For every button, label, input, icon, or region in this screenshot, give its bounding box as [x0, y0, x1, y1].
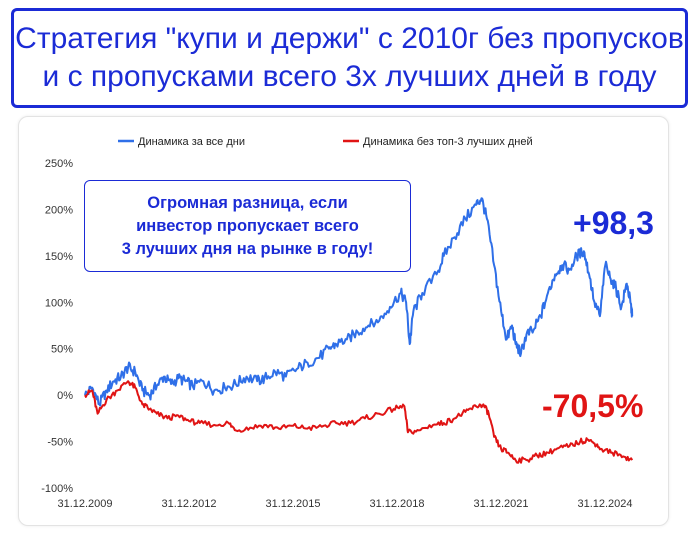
- x-tick-label: 31.12.2024: [577, 498, 632, 510]
- x-tick-label: 31.12.2012: [161, 498, 216, 510]
- legend-label: Динамика без топ-3 лучших дней: [363, 136, 533, 148]
- y-tick-label: -50%: [47, 437, 73, 449]
- series-line: [84, 197, 634, 407]
- annotation-line-1: Огромная разница, если: [147, 193, 348, 212]
- x-tick-label: 31.12.2015: [265, 498, 320, 510]
- legend-label: Динамика за все дни: [138, 136, 245, 148]
- x-tick-label: 31.12.2021: [473, 498, 528, 510]
- annotation-line-3: 3 лучших дня на рынке в году!: [121, 239, 374, 258]
- x-tick-label: 31.12.2009: [57, 498, 112, 510]
- y-tick-label: 250%: [45, 158, 73, 170]
- x-tick-label: 31.12.2018: [369, 498, 424, 510]
- y-tick-label: 150%: [45, 251, 73, 263]
- annotation-box: Огромная разница, если инвестор пропуска…: [84, 180, 411, 272]
- blue-final-label: +98,3: [573, 205, 654, 241]
- annotation-line-2: инвестор пропускает всего: [136, 216, 359, 235]
- title-box: Стратегия "купи и держи" с 2010г без про…: [11, 8, 688, 108]
- title-line-1: Стратегия "купи и держи" с 2010г без про…: [15, 22, 684, 55]
- red-final-label: -70,5%: [542, 388, 644, 424]
- title-line-2: и с пропусками всего 3х лучших дней в го…: [42, 60, 657, 93]
- y-tick-label: 50%: [51, 344, 73, 356]
- y-tick-label: -100%: [41, 483, 73, 495]
- y-tick-label: 200%: [45, 204, 73, 216]
- y-tick-label: 0%: [57, 390, 73, 402]
- series-line: [84, 380, 634, 464]
- y-tick-label: 100%: [45, 297, 73, 309]
